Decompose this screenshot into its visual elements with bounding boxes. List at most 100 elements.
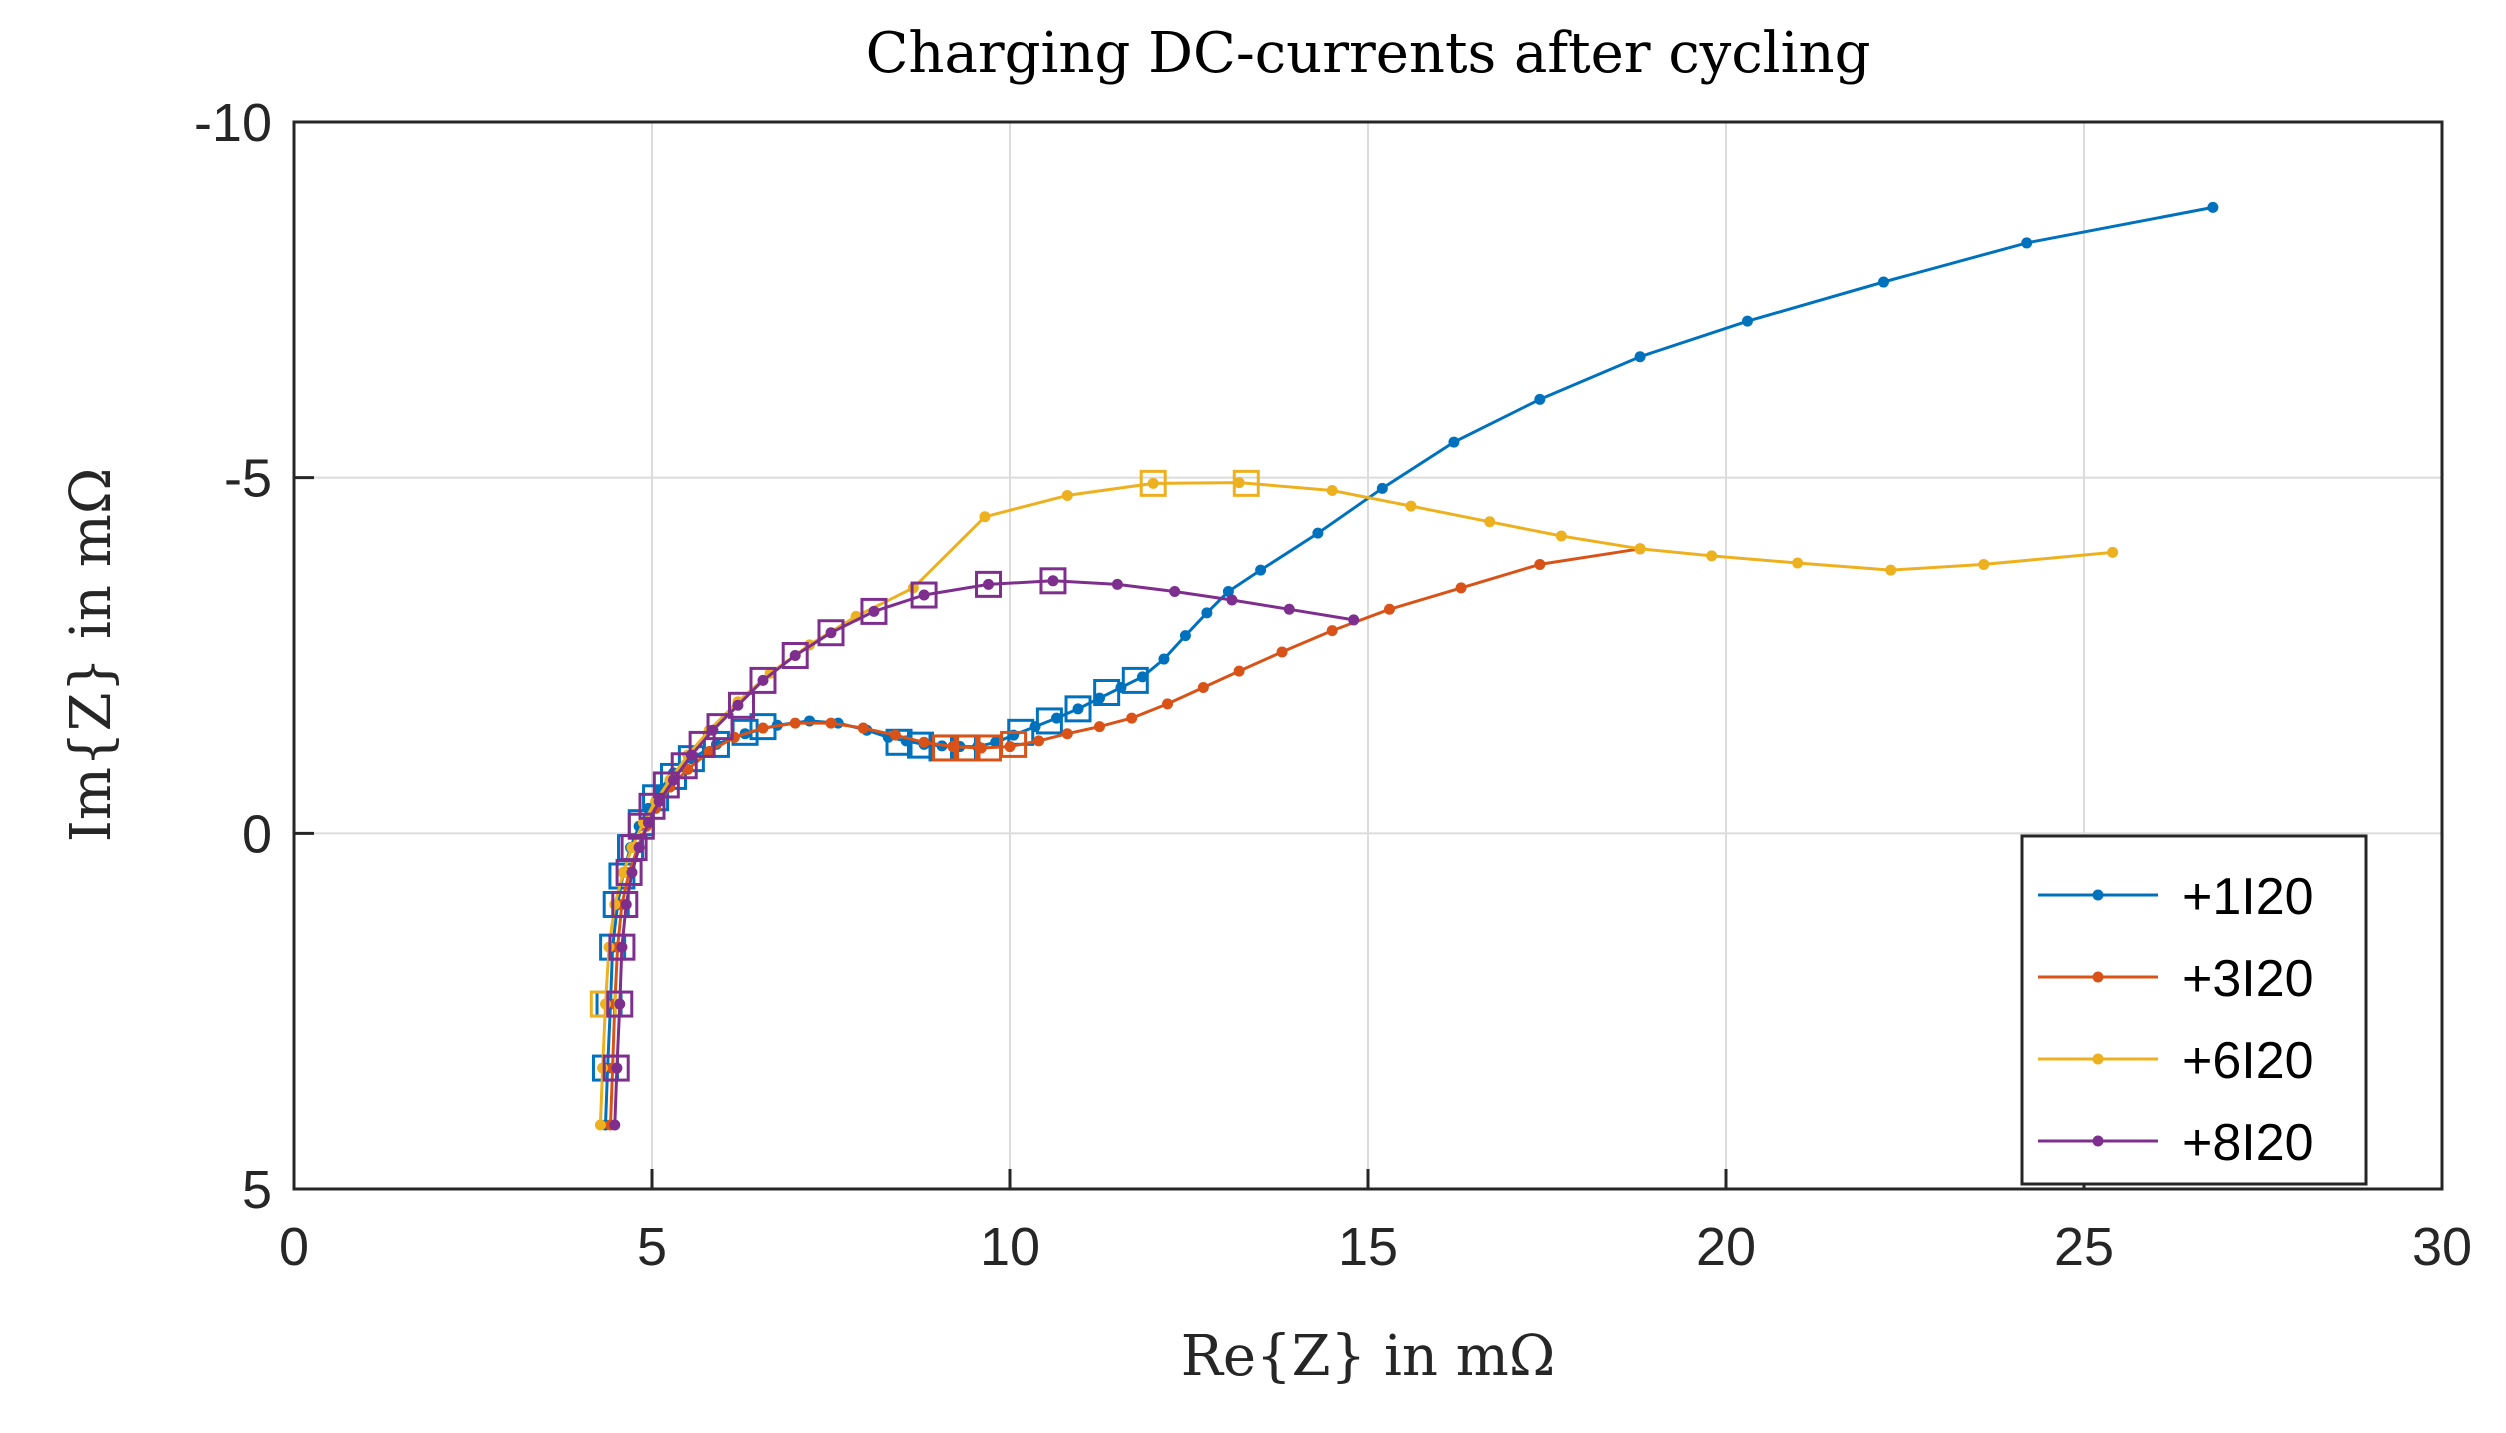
data-point (1179, 630, 1191, 642)
legend-marker (2092, 889, 2104, 901)
ticks: 0 5 10 15 20 25 30-10-505 (194, 93, 2472, 1277)
square-marker (885, 728, 913, 756)
square-marker (1039, 567, 1067, 595)
legend-marker (2092, 971, 2104, 983)
square-marker (781, 642, 809, 669)
y-tick-label: 0 (242, 804, 272, 864)
square-marker (611, 890, 639, 918)
data-point (1147, 477, 1159, 489)
data-point (1004, 741, 1016, 753)
y-tick-label: 5 (242, 1160, 272, 1220)
y-axis-label: Im{Z} in mΩ (59, 468, 124, 843)
data-point (616, 941, 628, 953)
square-marker (606, 990, 634, 1018)
square-marker (1064, 695, 1092, 723)
data-point (1792, 557, 1804, 569)
square-marker (1121, 666, 1149, 694)
data-point (1061, 728, 1073, 740)
data-point (868, 605, 880, 617)
square-marker (932, 734, 960, 762)
data-point (1233, 665, 1245, 677)
data-point (1162, 698, 1174, 710)
series-group (589, 201, 2219, 1131)
x-tick-label: 25 (2054, 1217, 2114, 1277)
legend-item: +8I20 (2038, 1114, 2314, 1172)
data-point (2021, 237, 2033, 249)
data-point (609, 898, 621, 910)
legend-label: +1I20 (2182, 868, 2314, 926)
data-point (1029, 721, 1041, 733)
data-point (1033, 735, 1045, 747)
x-tick-label: 5 (637, 1217, 667, 1277)
data-point (1484, 516, 1496, 528)
data-point (918, 736, 930, 748)
chart-title: Charging DC-currents after cycling (866, 21, 1871, 86)
data-point (1094, 721, 1105, 733)
data-point (857, 722, 869, 734)
data-point (1978, 558, 1990, 570)
data-point (682, 763, 694, 775)
data-point (918, 589, 930, 601)
x-tick-label: 30 (2412, 1217, 2472, 1277)
square-marker (1093, 678, 1121, 706)
series-4 (602, 567, 1360, 1131)
data-point (626, 866, 638, 878)
data-point (594, 1119, 606, 1131)
data-point (1376, 482, 1388, 494)
square-marker (1035, 707, 1063, 735)
data-point (1169, 585, 1181, 597)
data-point (1136, 671, 1148, 683)
square-marker (953, 734, 981, 762)
data-point (611, 1062, 623, 1074)
data-point (1061, 489, 1073, 501)
data-point (1326, 484, 1338, 496)
data-point (757, 674, 769, 686)
data-point (620, 898, 632, 910)
data-point (1197, 682, 1209, 694)
data-point (1348, 614, 1360, 626)
square-marker (975, 570, 1003, 598)
data-point (1455, 582, 1467, 594)
data-point (1312, 527, 1324, 539)
data-point (633, 842, 645, 854)
data-point (1094, 692, 1105, 704)
data-point (825, 627, 837, 639)
data-point (2207, 201, 2219, 213)
data-point (983, 578, 995, 590)
legend-item: +1I20 (2038, 868, 2314, 926)
square-marker (688, 730, 716, 758)
data-point (1255, 564, 1267, 576)
data-point (889, 729, 901, 741)
y-tick-label: -10 (194, 93, 272, 153)
legend-label: +8I20 (2182, 1114, 2314, 1172)
data-point (1233, 477, 1245, 489)
legend-item: +3I20 (2038, 950, 2314, 1008)
data-point (703, 746, 715, 758)
square-marker (706, 713, 734, 741)
square-marker (1232, 469, 1260, 497)
square-marker (602, 1054, 630, 1082)
legend-marker (2092, 1053, 2104, 1065)
square-marker (670, 752, 698, 780)
square-marker (638, 792, 666, 820)
data-point (825, 717, 837, 729)
square-marker (608, 933, 636, 961)
data-point (1158, 653, 1170, 665)
x-tick-label: 20 (1696, 1217, 1756, 1277)
data-point (1226, 594, 1238, 606)
data-point (1885, 564, 1897, 576)
data-point (1283, 603, 1295, 615)
x-tick-label: 0 (279, 1217, 309, 1277)
data-point (1051, 712, 1063, 724)
square-marker (1139, 469, 1167, 497)
data-point (1634, 543, 1646, 555)
square-marker (860, 597, 888, 625)
legend-item: +6I20 (2038, 1032, 2314, 1090)
data-point (2107, 546, 2119, 558)
legend-label: +6I20 (2182, 1032, 2314, 1090)
data-point (1222, 585, 1234, 597)
legend-label: +3I20 (2182, 950, 2314, 1008)
square-marker (652, 771, 680, 799)
data-point (1201, 607, 1213, 619)
data-point (1706, 550, 1718, 562)
